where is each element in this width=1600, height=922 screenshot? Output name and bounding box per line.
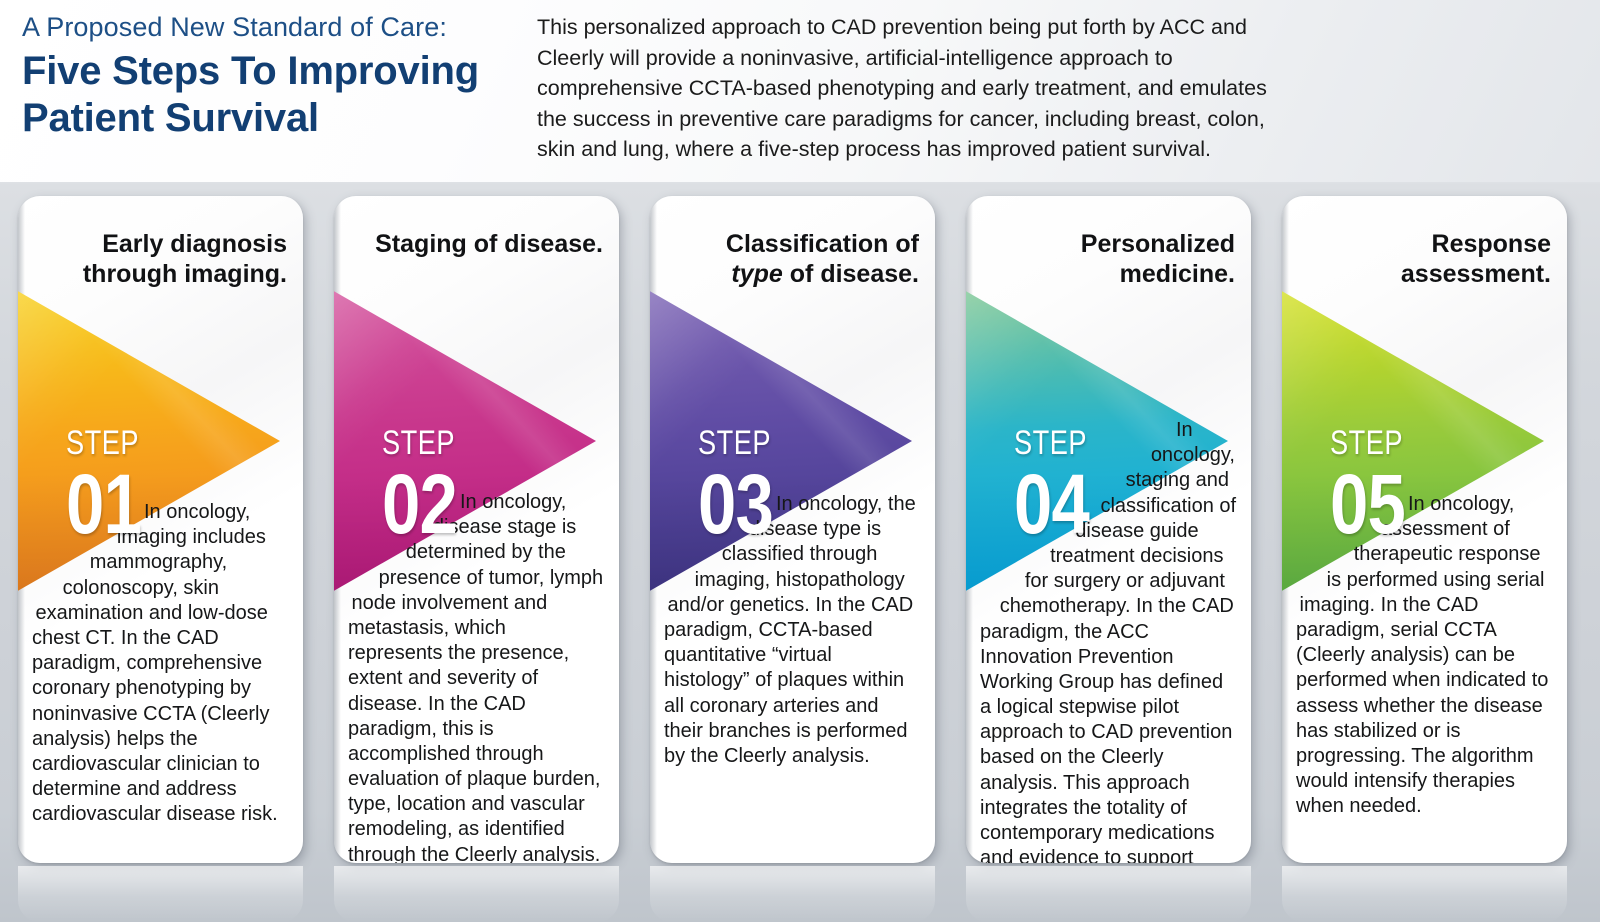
card-reflection-4 [966, 866, 1251, 922]
step-number: 04 [1014, 457, 1090, 551]
heading-prefix: Classification of [725, 230, 919, 258]
page-title: Five Steps To Improving Patient Survival [22, 48, 522, 142]
step-word: STEP [66, 424, 139, 462]
step-card-2-heading: Staging of disease. [375, 230, 603, 258]
step-label-4: STEP 04 [1014, 426, 1105, 546]
step-card-1[interactable]: Early diagnosis through imaging. STEP 01… [18, 196, 303, 863]
step-number: 03 [698, 457, 774, 551]
step-word: STEP [1014, 424, 1087, 462]
step-number: 05 [1330, 457, 1406, 551]
card-edge [334, 196, 341, 863]
step-card-3[interactable]: Classification of type of disease. STEP … [650, 196, 935, 863]
step-number: 02 [382, 457, 458, 551]
step-number: 01 [66, 457, 142, 551]
step-card-2[interactable]: Staging of disease. STEP 02 In oncology,… [334, 196, 619, 863]
step-label-3: STEP 03 [698, 426, 789, 546]
step-word: STEP [382, 424, 455, 462]
card-edge [650, 196, 657, 863]
step-card-3-heading: Classification of type of disease. [681, 230, 919, 289]
header-band: A Proposed New Standard of Care: Five St… [0, 0, 1600, 182]
step-card-4-heading: Personalized medicine. [1080, 230, 1235, 288]
intro-paragraph: This personalized approach to CAD preven… [537, 15, 1267, 162]
step-card-5-heading: Response assessment. [1400, 230, 1551, 288]
page-title-line1: Five Steps To Improving [22, 48, 479, 93]
page-kicker: A Proposed New Standard of Care: [22, 12, 447, 42]
card-reflection-2 [334, 866, 619, 922]
page-title-line2: Patient Survival [22, 96, 319, 141]
card-reflection-5 [1282, 866, 1567, 922]
steps-row: Early diagnosis through imaging. STEP 01… [0, 196, 1600, 866]
step-label-1: STEP 01 [66, 426, 157, 546]
step-word: STEP [698, 424, 771, 462]
step-card-5[interactable]: Response assessment. STEP 05 In oncology… [1282, 196, 1567, 863]
step-card-4[interactable]: Personalized medicine. STEP 04 In oncolo… [966, 196, 1251, 863]
step-label-5: STEP 05 [1330, 426, 1421, 546]
card-edge [1282, 196, 1289, 863]
card-reflection-3 [650, 866, 935, 922]
heading-emphasis: type [731, 259, 783, 288]
card-reflection-1 [18, 866, 303, 922]
title-block: A Proposed New Standard of Care: Five St… [22, 12, 522, 142]
step-word: STEP [1330, 424, 1403, 462]
heading-suffix: of disease. [782, 259, 919, 288]
step-label-2: STEP 02 [382, 426, 473, 546]
step-card-1-heading: Early diagnosis through imaging. [82, 230, 287, 288]
card-edge [966, 196, 973, 863]
card-edge [18, 196, 25, 863]
